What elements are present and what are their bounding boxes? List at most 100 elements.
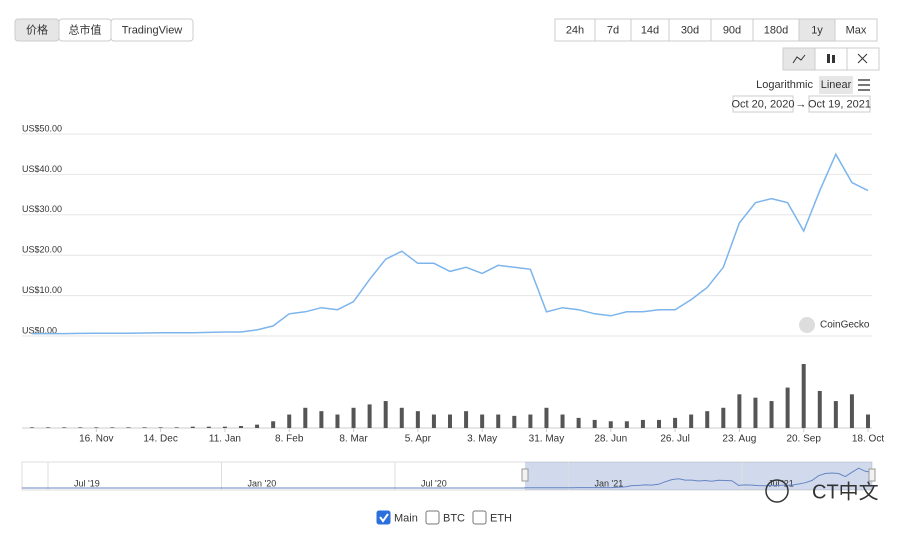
volume-bar bbox=[528, 414, 533, 428]
x-tick-label: 16. Nov bbox=[79, 434, 113, 445]
volume-bar bbox=[62, 427, 67, 428]
volume-bar bbox=[785, 387, 790, 428]
x-tick-label: 8. Mar bbox=[339, 434, 368, 445]
volume-bar bbox=[544, 407, 549, 428]
volume-bar bbox=[496, 414, 501, 428]
range-label: 90d bbox=[723, 24, 741, 36]
volume-bar bbox=[737, 394, 742, 428]
range-label: 24h bbox=[566, 24, 584, 36]
overlay: CT中文 bbox=[812, 480, 879, 503]
volume-bar bbox=[480, 414, 485, 428]
range-label: Max bbox=[846, 24, 867, 36]
volume-bar bbox=[817, 390, 822, 428]
tab-label: TradingView bbox=[122, 24, 183, 36]
scale-option[interactable]: Linear bbox=[821, 79, 852, 91]
volume-bar bbox=[849, 394, 854, 428]
x-tick-label: 31. May bbox=[529, 434, 565, 445]
volume-bar bbox=[206, 426, 211, 428]
watermark: CoinGecko bbox=[820, 320, 870, 331]
x-tick-label: 5. Apr bbox=[405, 434, 432, 445]
icon bbox=[792, 54, 806, 64]
range-label: 14d bbox=[641, 24, 659, 36]
tab-label: 价格 bbox=[26, 22, 48, 36]
volume-bar bbox=[624, 421, 629, 428]
date-input[interactable] bbox=[808, 95, 871, 113]
volume-bar bbox=[46, 427, 51, 428]
volume-bar bbox=[464, 411, 469, 428]
volume-bar bbox=[190, 426, 195, 428]
overlay-logo bbox=[765, 479, 789, 503]
volume-bar bbox=[866, 414, 870, 428]
volume-bar bbox=[592, 419, 597, 428]
watermark-logo bbox=[799, 317, 815, 333]
check bbox=[379, 513, 389, 523]
volume-bar bbox=[383, 401, 388, 428]
icon bbox=[827, 54, 830, 63]
y-tick-label: US$10.00 bbox=[22, 285, 62, 295]
volume-bar bbox=[30, 427, 34, 428]
legend-label: Main bbox=[394, 512, 418, 524]
navigator-handle[interactable] bbox=[868, 468, 876, 482]
volume-bar bbox=[126, 427, 131, 428]
volume-bar bbox=[174, 427, 179, 428]
volume-bar bbox=[271, 421, 276, 428]
y-tick-label: US$20.00 bbox=[22, 245, 62, 255]
x-tick-label: 23. Aug bbox=[722, 434, 756, 445]
volume-bar bbox=[367, 404, 372, 428]
volume-bar bbox=[673, 417, 678, 428]
navigator-handle[interactable] bbox=[521, 468, 529, 482]
icon bbox=[857, 53, 868, 64]
range-button[interactable] bbox=[834, 18, 878, 42]
volume-bar bbox=[657, 419, 661, 428]
volume-bar bbox=[576, 417, 581, 428]
volume-bar bbox=[769, 401, 774, 428]
x-tick-label: 28. Jun bbox=[594, 434, 627, 445]
x-tick-label: 11. Jan bbox=[209, 434, 241, 445]
navigator-label: Jul '19 bbox=[74, 478, 100, 488]
volume-bar bbox=[142, 427, 147, 428]
volume-bar bbox=[94, 427, 99, 428]
legend-checkbox[interactable] bbox=[376, 510, 391, 525]
volume-bar bbox=[222, 426, 227, 428]
volume-bar bbox=[721, 407, 726, 428]
volume-bar bbox=[335, 414, 340, 428]
volume-bar bbox=[608, 421, 613, 428]
legend-checkbox[interactable] bbox=[472, 510, 487, 525]
navigator-label: Jul '20 bbox=[421, 478, 447, 488]
navigator bbox=[21, 461, 873, 491]
x-tick-label: 3. May bbox=[467, 434, 497, 445]
legend-label: BTC bbox=[443, 512, 465, 524]
volume-bar bbox=[399, 407, 404, 428]
volume-bar bbox=[801, 364, 806, 428]
scale-selected bbox=[819, 76, 853, 94]
y-tick-label: US$30.00 bbox=[22, 204, 62, 214]
volume-bar bbox=[560, 414, 565, 428]
price-line bbox=[32, 152, 869, 335]
date-input[interactable] bbox=[732, 95, 794, 113]
y-tick-label: US$50.00 bbox=[22, 123, 62, 133]
date-to: Oct 19, 2021 bbox=[808, 98, 871, 110]
navigator-line bbox=[22, 467, 873, 489]
volume-bar bbox=[255, 424, 260, 428]
navigator-selection[interactable] bbox=[525, 462, 872, 490]
x-tick-label: 26. Jul bbox=[660, 434, 689, 445]
y-tick-label: US$40.00 bbox=[22, 164, 62, 174]
date-from: Oct 20, 2020 bbox=[732, 98, 795, 110]
navigator-label: Jan '20 bbox=[248, 478, 277, 488]
x-tick-label: 14. Dec bbox=[143, 434, 177, 445]
volume-bar bbox=[705, 411, 710, 428]
legend-checkbox[interactable] bbox=[425, 510, 440, 525]
x-tick-label: 20. Sep bbox=[786, 434, 821, 445]
volume-bar bbox=[431, 414, 436, 428]
x-tick-label: 18. Oct bbox=[852, 434, 884, 445]
tab[interactable] bbox=[110, 18, 194, 42]
volume-bar bbox=[415, 411, 420, 428]
volume-bar bbox=[351, 407, 356, 428]
icon bbox=[832, 55, 835, 63]
navigator-label: Jul '21 bbox=[768, 478, 794, 488]
x-tick-label: 8. Feb bbox=[275, 434, 304, 445]
volume-bar bbox=[287, 414, 292, 428]
volume-bar bbox=[158, 427, 163, 428]
view-button[interactable] bbox=[814, 47, 848, 71]
scale-option[interactable]: Logarithmic bbox=[756, 79, 813, 91]
